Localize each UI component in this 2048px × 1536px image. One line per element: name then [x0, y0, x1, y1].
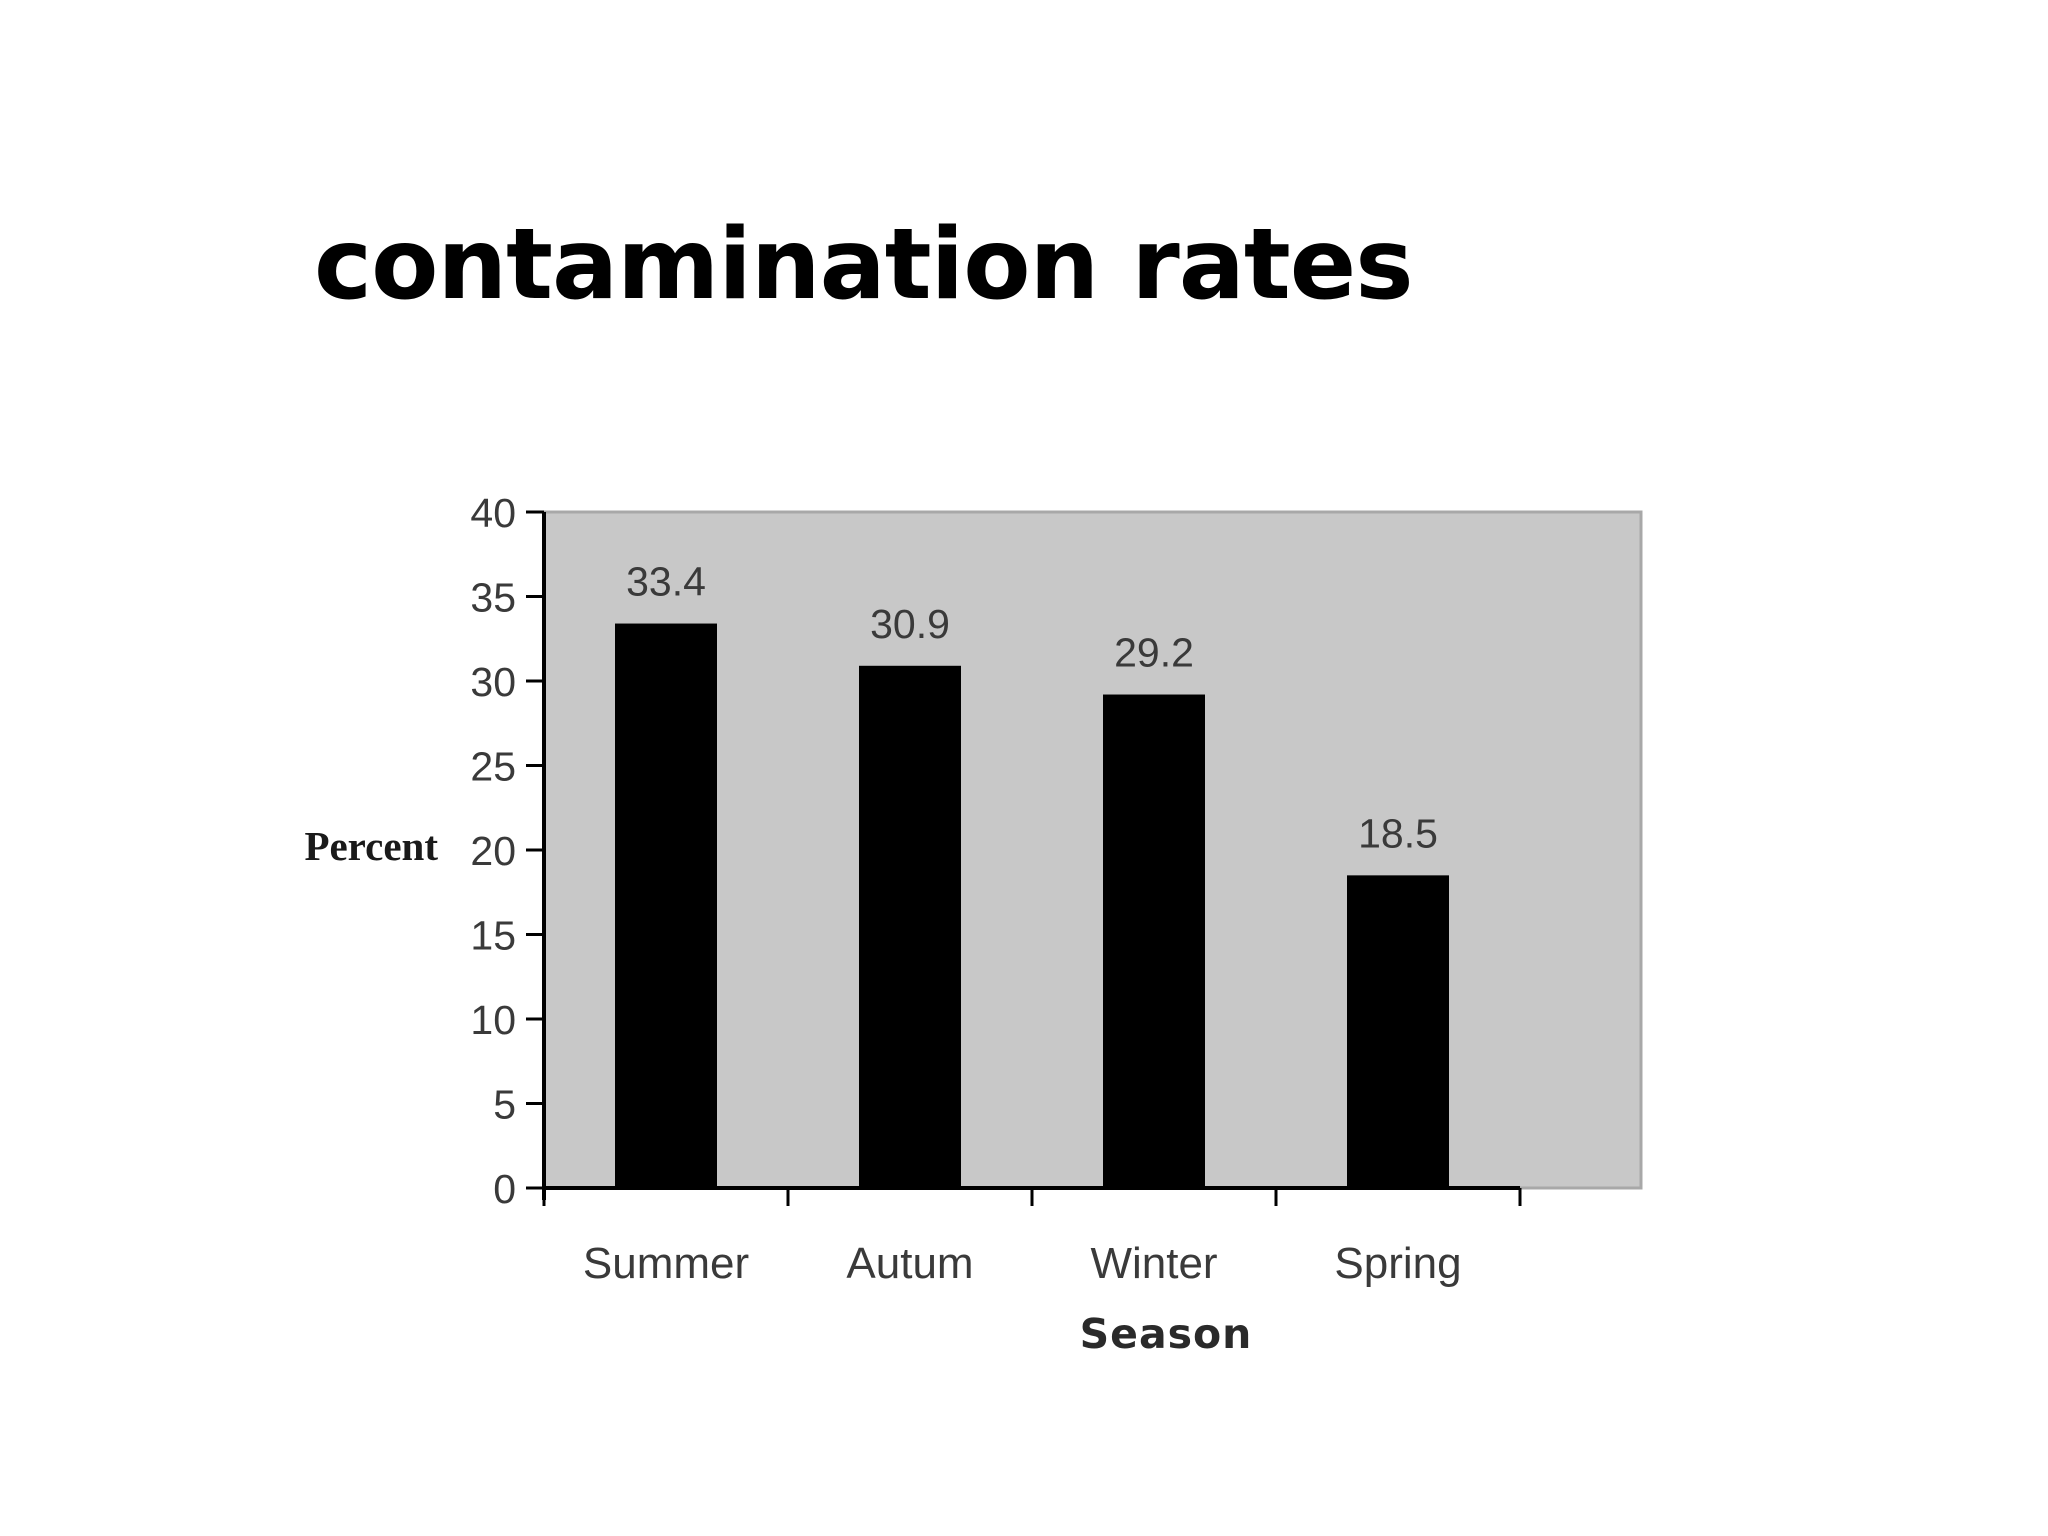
- bar-autum: [859, 665, 961, 1188]
- data-label-spring: 18.5: [1358, 810, 1438, 856]
- y-tick-label: 30: [470, 659, 516, 705]
- y-tick-label: 15: [470, 913, 516, 959]
- data-label-winter: 29.2: [1114, 630, 1194, 676]
- y-tick-label: 5: [493, 1082, 516, 1128]
- y-axis-label: Percent: [304, 823, 438, 869]
- x-axis-label: Season: [1080, 1310, 1253, 1358]
- x-tick-label-autum: Autum: [846, 1239, 973, 1288]
- y-tick-label: 10: [470, 997, 516, 1043]
- data-label-autum: 30.9: [870, 601, 950, 647]
- y-tick-label: 25: [470, 744, 516, 790]
- bar-summer: [615, 623, 717, 1188]
- x-tick-label-winter: Winter: [1090, 1239, 1217, 1288]
- plot-area: [542, 510, 1643, 1190]
- y-tick-label: 20: [470, 828, 516, 874]
- bar-winter: [1103, 694, 1205, 1188]
- bar-spring: [1347, 875, 1449, 1188]
- y-tick-label: 40: [470, 490, 516, 536]
- y-tick-label: 0: [493, 1166, 516, 1212]
- x-tick-label-spring: Spring: [1334, 1239, 1461, 1288]
- data-label-summer: 33.4: [626, 559, 706, 605]
- x-tick-label-summer: Summer: [583, 1239, 749, 1288]
- slide-title: contamination rates: [314, 208, 1414, 322]
- y-tick-label: 35: [470, 575, 516, 621]
